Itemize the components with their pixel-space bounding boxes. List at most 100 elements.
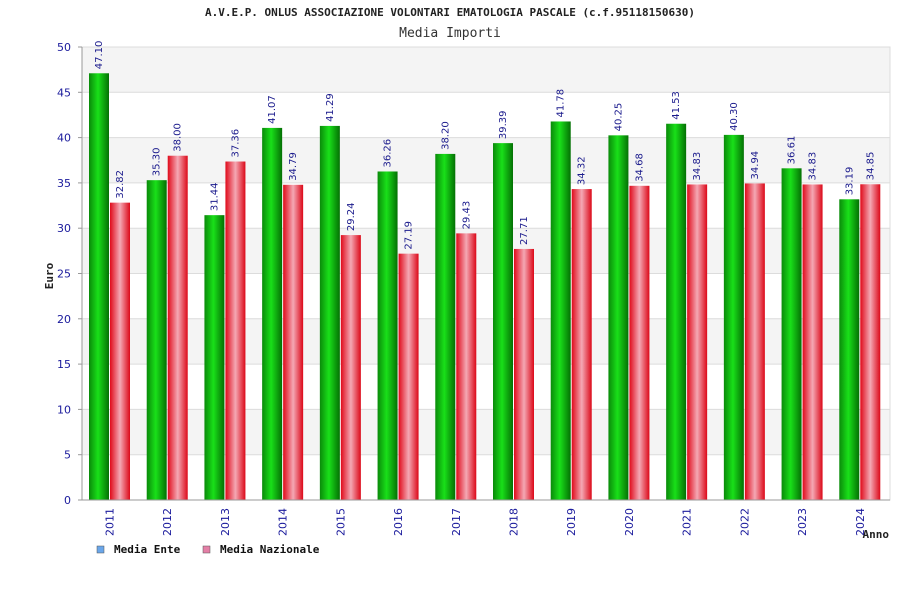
x-tick-label: 2013 — [219, 508, 232, 536]
bar-media-ente — [723, 134, 744, 500]
plot-band — [82, 92, 890, 138]
bar-media-nazionale — [571, 189, 592, 501]
x-tick-label: 2014 — [277, 508, 290, 536]
value-label-media-ente: 39.39 — [498, 110, 509, 139]
bar-media-ente — [89, 73, 109, 501]
bar-media-nazionale — [802, 184, 823, 501]
bar-media-ente — [377, 171, 398, 500]
x-tick-label: 2016 — [392, 508, 405, 536]
bar-media-nazionale — [744, 183, 765, 500]
bar-media-ente — [666, 123, 687, 501]
bar-media-nazionale — [398, 253, 419, 500]
bar-media-ente — [608, 135, 629, 500]
x-tick-label: 2023 — [796, 508, 809, 536]
plot-band — [82, 182, 890, 229]
value-label-media-nazionale: 34.68 — [634, 153, 645, 182]
plot-band — [82, 318, 890, 365]
value-label-media-ente: 36.26 — [383, 139, 394, 168]
y-tick-label: 5 — [64, 449, 71, 462]
y-tick-label: 35 — [57, 177, 71, 190]
bar-media-ente — [146, 180, 167, 500]
plot-band — [82, 228, 890, 274]
value-label-media-ente: 40.30 — [729, 102, 740, 131]
x-axis-title: Anno — [863, 528, 890, 541]
value-label-media-nazionale: 34.83 — [808, 152, 819, 181]
x-tick-label: 2022 — [738, 508, 751, 536]
x-tick-label: 2017 — [450, 508, 463, 536]
y-tick-label: 40 — [57, 132, 71, 145]
bar-media-nazionale — [167, 155, 188, 500]
bars — [89, 73, 881, 501]
legend-swatch-media-ente — [96, 545, 105, 554]
bar-media-ente — [839, 199, 860, 501]
value-label-media-nazionale: 34.85 — [865, 152, 876, 181]
bar-media-ente — [262, 127, 283, 501]
legend: Media Ente Media Nazionale — [96, 543, 320, 556]
y-axis-ticks: 0 5 10 15 20 25 30 35 40 45 50 — [57, 41, 71, 507]
bar-media-nazionale — [340, 235, 361, 500]
value-label-media-nazionale: 37.36 — [230, 129, 241, 158]
value-label-media-ente: 41.29 — [325, 93, 336, 122]
plot-band — [82, 364, 890, 410]
bar-media-nazionale — [514, 248, 534, 500]
x-tick-label: 2011 — [104, 508, 117, 536]
value-label-media-nazionale: 27.71 — [519, 216, 530, 245]
x-tick-label: 2015 — [334, 508, 347, 536]
value-label-media-nazionale: 27.19 — [404, 221, 415, 250]
plot-band — [82, 454, 890, 500]
bar-media-nazionale — [456, 233, 477, 500]
value-label-media-ente: 35.30 — [152, 148, 163, 177]
value-label-media-ente: 33.19 — [844, 167, 855, 196]
y-tick-label: 50 — [57, 41, 71, 54]
bar-media-ente — [435, 153, 456, 500]
legend-swatch-media-nazionale — [202, 545, 211, 554]
value-label-media-ente: 38.20 — [440, 121, 451, 150]
bar-media-ente — [493, 143, 513, 501]
y-tick-label: 10 — [57, 403, 71, 416]
chart-subtitle: Media Importi — [399, 26, 501, 41]
value-label-media-nazionale: 34.79 — [288, 152, 299, 181]
y-tick-label: 0 — [64, 494, 71, 507]
value-label-media-ente: 41.78 — [556, 89, 567, 118]
bar-media-nazionale — [687, 184, 708, 501]
bar-media-ente — [781, 168, 802, 500]
value-label-media-nazionale: 34.83 — [692, 152, 703, 181]
value-label-media-nazionale: 29.24 — [346, 202, 357, 231]
plot-band — [82, 137, 890, 183]
legend-label-media-ente: Media Ente — [114, 543, 181, 556]
x-axis-ticks: 2011 2012 2013 2014 2015 2016 2017 2018 2019 2020… — [104, 508, 867, 536]
legend-label-media-nazionale: Media Nazionale — [220, 543, 320, 556]
plot-band — [82, 47, 890, 93]
bar-media-nazionale — [283, 184, 304, 500]
value-label-media-ente: 41.07 — [267, 95, 278, 124]
x-tick-label: 2019 — [565, 508, 578, 536]
y-tick-label: 20 — [57, 313, 71, 326]
value-labels: 47.10 32.82 35.30 38.00 31.44 37.36 41.07 34.79… — [94, 41, 876, 250]
y-tick-label: 15 — [57, 358, 71, 371]
value-label-media-ente: 31.44 — [209, 183, 220, 212]
chart-title: A.V.E.P. ONLUS ASSOCIAZIONE VOLONTARI EM… — [205, 6, 695, 19]
value-label-media-nazionale: 34.32 — [577, 156, 588, 185]
x-tick-label: 2020 — [623, 508, 636, 536]
y-axis-title: Euro — [43, 262, 56, 289]
value-label-media-nazionale: 29.43 — [461, 201, 472, 230]
x-tick-label: 2021 — [681, 508, 694, 536]
value-label-media-ente: 40.25 — [613, 103, 624, 132]
bar-media-nazionale — [225, 161, 246, 500]
bar-media-nazionale — [860, 184, 881, 500]
x-tick-label: 2018 — [508, 508, 521, 536]
bar-media-nazionale — [629, 185, 650, 500]
bar-media-ente — [204, 215, 225, 500]
plot-band — [82, 273, 890, 319]
bar-media-ente — [319, 125, 340, 500]
y-tick-label: 45 — [57, 86, 71, 99]
value-label-media-ente: 36.61 — [787, 136, 798, 165]
y-tick-label: 30 — [57, 222, 71, 235]
value-label-media-ente: 41.53 — [671, 91, 682, 120]
value-label-media-nazionale: 38.00 — [173, 123, 184, 152]
x-tick-label: 2024 — [854, 508, 867, 536]
value-label-media-nazionale: 32.82 — [115, 170, 126, 199]
plot-band — [82, 409, 890, 455]
bar-media-nazionale — [110, 202, 130, 500]
